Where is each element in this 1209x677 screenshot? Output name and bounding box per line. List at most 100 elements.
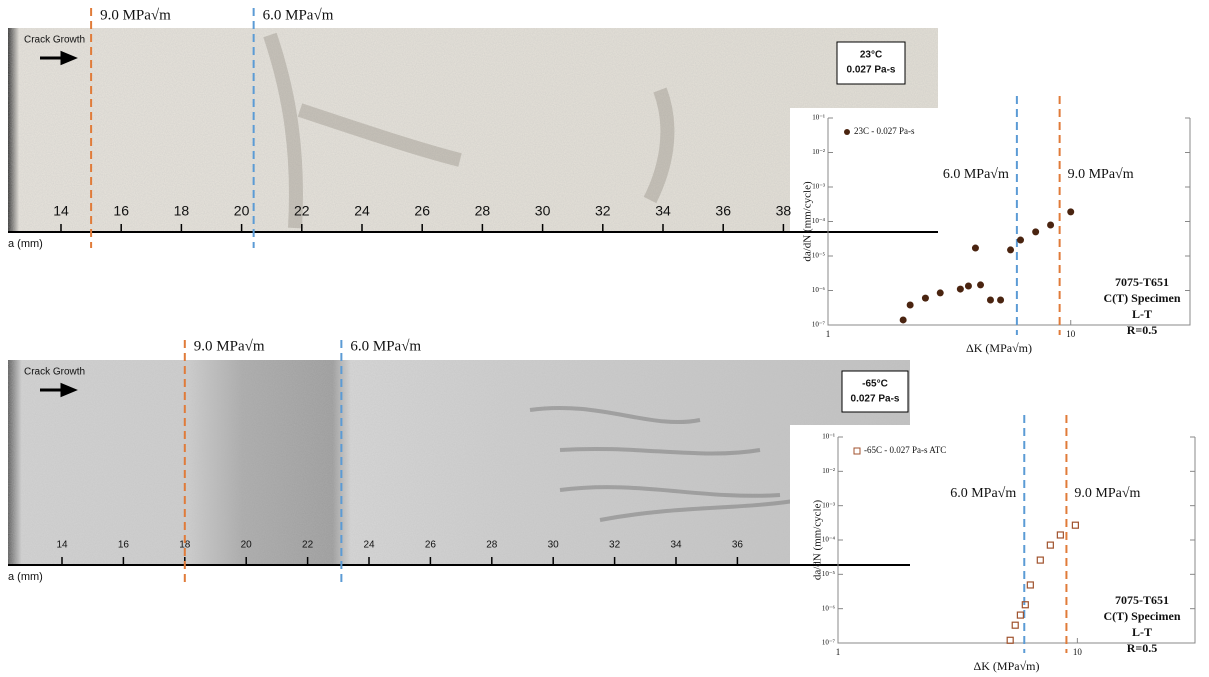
y-tick-label: 10⁻¹ [822,433,835,441]
condition-text: 23°C [860,50,882,61]
y-tick-label: 10⁻⁵ [812,252,826,260]
condition-box [836,41,906,85]
scale-tick-label: 34 [670,540,682,551]
marker-label: 6.0 MPa√m [263,7,334,23]
specimen-note: 7075-T651 [1115,275,1169,289]
legend-label: 23C - 0.027 Pa-s [854,126,915,136]
point [997,296,1005,304]
point [1071,521,1079,529]
marker-label: 9.0 MPa√m [194,338,265,354]
condition-text: -65°C [862,379,888,390]
y-tick-label: 10⁻⁴ [812,217,826,225]
crack-arrow [40,50,78,66]
x-axis-title: ΔK (MPa√m) [974,659,1040,673]
x-tick-label: 10 [1066,329,1076,339]
point [921,294,929,302]
scale-tick-label: 18 [179,540,191,551]
point [1007,246,1015,254]
axis-label: a (mm) [8,238,43,250]
point [1046,541,1054,549]
y-axis-title: da/dN (mm/cycle) [802,181,814,262]
specimen-note: L-T [1132,307,1152,321]
reference-label: 6.0 MPa√m [950,486,1016,501]
specimen-note: R=0.5 [1127,641,1158,655]
reference-label: 9.0 MPa√m [1068,167,1134,182]
scale-tick-label: 16 [118,540,130,551]
y-tick-label: 10⁻⁵ [822,570,836,578]
reference-label: 6.0 MPa√m [943,167,1009,182]
point [1067,208,1075,216]
y-tick-label: 10⁻⁷ [812,321,826,329]
point [936,289,944,297]
point [964,282,972,290]
point [1047,221,1055,229]
scale-tick-label: 14 [53,203,69,219]
chart-background [790,425,1209,677]
point [1056,531,1064,539]
legend-marker [853,447,861,455]
point [906,301,914,309]
scale-tick-label: 36 [732,540,744,551]
photo-top [8,28,938,232]
specimen-note: L-T [1132,625,1152,639]
point [971,244,979,252]
scale-tick-label: 26 [425,540,437,551]
y-tick-label: 10⁻¹ [812,114,825,122]
y-tick-label: 10⁻³ [812,183,825,191]
scale-tick-label: 32 [595,203,611,219]
point [1016,611,1024,619]
crack-growth-label: Crack Growth [24,35,85,46]
scale-tick-label: 14 [56,540,68,551]
scale-tick-label: 24 [354,203,370,219]
point [899,316,907,324]
point [1006,636,1014,644]
scale-tick-label: 34 [655,203,671,219]
scale-tick-label: 18 [174,203,190,219]
scale-tick-label: 32 [609,540,621,551]
x-axis-title: ΔK (MPa√m) [966,341,1032,355]
point [1017,236,1025,244]
x-tick-label: 10 [1073,647,1083,657]
legend-label: -65C - 0.027 Pa-s ATC [864,445,946,455]
specimen-note: R=0.5 [1127,323,1158,337]
scale-tick-label: 38 [776,203,792,219]
scale-tick-label: 20 [241,540,253,551]
y-tick-label: 10⁻⁶ [812,286,826,294]
point [1026,581,1034,589]
scale-tick-label: 28 [486,540,498,551]
scale-tick-label: 16 [113,203,129,219]
marker-label: 9.0 MPa√m [100,7,171,23]
condition-text: 0.027 Pa-s [847,65,896,76]
scale-tick-label: 28 [475,203,491,219]
y-tick-label: 10⁻⁴ [822,536,836,544]
scale-tick-label: 22 [294,203,310,219]
scale-tick-label: 22 [302,540,314,551]
legend-marker [844,129,850,135]
y-tick-label: 10⁻² [822,467,835,475]
point [986,296,994,304]
axis-label: a (mm) [8,571,43,583]
point [1021,601,1029,609]
y-tick-label: 10⁻⁶ [822,604,836,612]
y-tick-label: 10⁻² [812,148,825,156]
crack-arrow [40,382,78,398]
scale-tick-label: 24 [363,540,375,551]
reference-label: 9.0 MPa√m [1074,486,1140,501]
crack-growth-label: Crack Growth [24,367,85,378]
scale-tick-label: 30 [535,203,551,219]
photo-bottom [8,360,910,565]
y-tick-label: 10⁻⁷ [822,639,836,647]
specimen-note: C(T) Specimen [1104,609,1181,623]
point [956,285,964,293]
x-tick-label: 1 [836,647,841,657]
chart-background [790,108,1209,360]
point [1011,621,1019,629]
scale-tick-label: 26 [414,203,430,219]
scale-tick-label: 20 [234,203,250,219]
y-tick-label: 10⁻³ [822,501,835,509]
point [1036,556,1044,564]
point [977,281,985,289]
condition-text: 0.027 Pa-s [851,394,900,405]
scale-tick-label: 36 [715,203,731,219]
